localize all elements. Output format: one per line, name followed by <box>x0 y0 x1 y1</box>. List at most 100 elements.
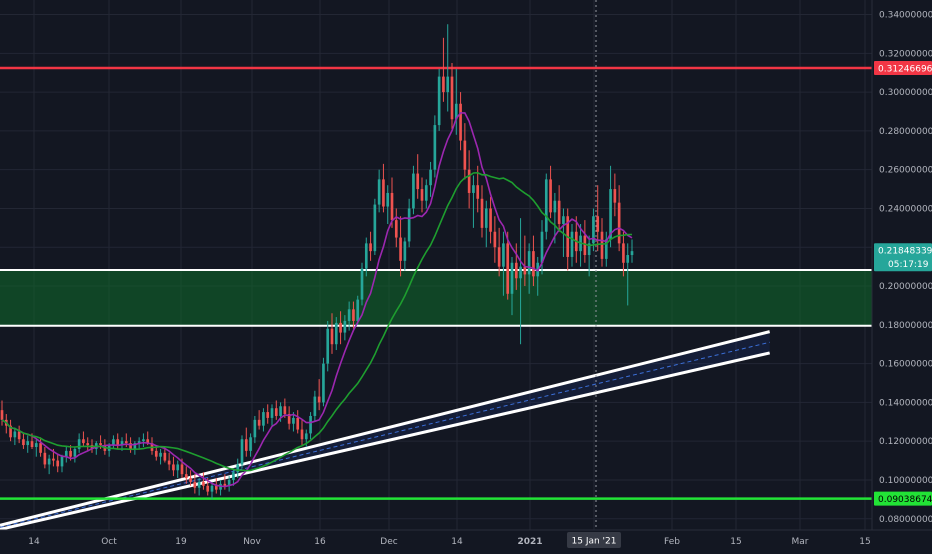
candle-body <box>630 251 634 256</box>
candle-body <box>69 450 72 457</box>
candle <box>343 315 347 341</box>
candle-body <box>296 417 300 430</box>
candle <box>287 406 291 430</box>
candle <box>493 216 497 263</box>
candle-body <box>557 200 561 224</box>
candle-body <box>9 425 12 438</box>
candle <box>347 301 351 331</box>
candle <box>270 404 274 426</box>
candle-body <box>300 429 304 440</box>
candle <box>60 454 64 473</box>
candle <box>497 227 501 277</box>
candle <box>356 295 360 325</box>
candle-body <box>412 173 415 209</box>
candle-body <box>429 169 432 186</box>
candle <box>313 390 317 422</box>
candle-body <box>56 460 60 467</box>
candle <box>317 379 321 411</box>
time-tick-label: 16 <box>314 537 326 547</box>
candle-body <box>99 443 102 446</box>
candle <box>339 311 342 345</box>
candle <box>373 198 377 256</box>
candle-body <box>493 231 497 248</box>
candle-body <box>364 243 368 269</box>
price-tick-label: 0.14000000 <box>879 398 932 408</box>
price-tick-label: 0.30000000 <box>879 88 932 98</box>
time-tick-label: 15 <box>859 537 870 547</box>
candle <box>112 435 115 449</box>
candle <box>77 433 81 453</box>
candle-body <box>506 243 510 294</box>
candle <box>26 435 30 453</box>
price-tick-label: 0.28000000 <box>879 127 932 137</box>
candle-body <box>210 485 214 492</box>
candle <box>377 169 381 213</box>
candle <box>232 468 235 486</box>
candle <box>56 454 60 473</box>
candle-body <box>142 439 145 442</box>
candle-body <box>287 414 291 424</box>
candle <box>184 466 188 484</box>
candle-body <box>77 439 81 449</box>
candle <box>176 460 180 479</box>
candle-body <box>47 458 51 465</box>
resistance-price-tag-bg <box>874 60 932 75</box>
candle <box>399 216 402 277</box>
price-tick-label: 0.20000000 <box>879 282 932 292</box>
price-tick-label: 0.16000000 <box>879 360 932 370</box>
candle <box>549 165 552 219</box>
candle-body <box>352 309 355 321</box>
candle-body <box>540 231 544 263</box>
candle <box>407 198 411 248</box>
candle <box>82 431 85 447</box>
moving-average-long <box>1 171 632 472</box>
candle <box>480 185 484 238</box>
candle-body <box>270 408 274 418</box>
price-tick-label: 0.24000000 <box>879 204 932 214</box>
candle-body <box>519 266 522 279</box>
candle <box>9 419 12 442</box>
candle-body <box>146 439 150 444</box>
support-price-tag-bg <box>874 491 932 506</box>
candle <box>467 150 471 209</box>
candle-body <box>382 179 385 207</box>
candle <box>412 165 415 215</box>
candle <box>360 262 364 306</box>
candle <box>403 237 407 271</box>
candle <box>39 437 42 457</box>
candle <box>240 435 244 469</box>
time-tick-label: 14 <box>28 537 40 547</box>
candle-body <box>176 464 180 471</box>
time-axis: 14 Oct 19 Nov 16 Dec 14 2021 15 Jan '21 Feb 15 Mar 1… <box>0 529 932 550</box>
candle-body <box>596 216 600 232</box>
candle-body <box>343 320 347 333</box>
candle <box>519 218 522 345</box>
candle-body <box>279 406 282 416</box>
candle-body <box>442 76 445 93</box>
candle-body <box>484 208 488 228</box>
candle-body <box>262 412 265 426</box>
candle-body <box>227 479 231 486</box>
candle <box>429 161 432 197</box>
candle <box>604 231 608 267</box>
candle-body <box>587 243 591 256</box>
candle <box>142 433 145 447</box>
candle <box>532 235 535 287</box>
candle-body <box>339 322 342 333</box>
time-tick-label: Oct <box>101 537 117 547</box>
candle <box>626 243 630 306</box>
candle-body <box>0 410 4 420</box>
candle-body <box>527 251 531 275</box>
price-tick-label: 0.12000000 <box>879 437 932 447</box>
candle-body <box>334 322 338 345</box>
candle-body <box>459 103 462 141</box>
candle-body <box>583 235 587 256</box>
candle-body <box>609 189 612 240</box>
candle-body <box>232 472 235 480</box>
candle-body <box>626 255 630 263</box>
candle-body <box>463 140 467 170</box>
candle <box>540 220 544 275</box>
candle <box>382 163 385 213</box>
